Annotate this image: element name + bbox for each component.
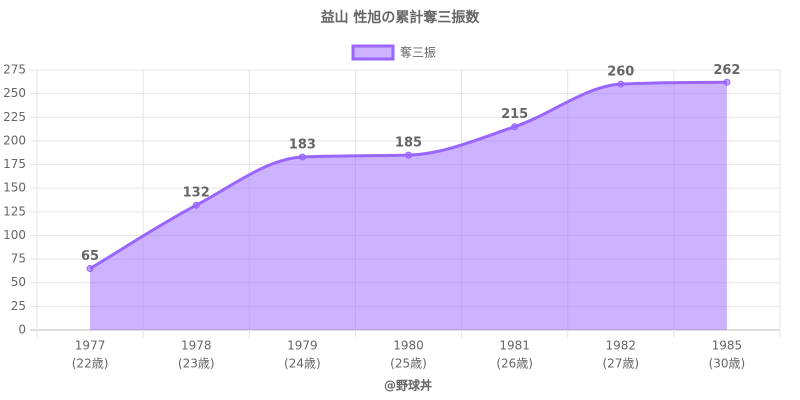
chart-title: 益山 性旭の累計奪三振数 [321, 9, 481, 26]
data-label: 260 [607, 65, 634, 80]
data-label: 215 [501, 107, 528, 122]
x-tick-label: (25歳) [390, 357, 427, 371]
data-label: 65 [81, 249, 99, 264]
data-point [86, 265, 94, 273]
y-tick-label: 200 [3, 133, 26, 147]
data-label: 262 [713, 63, 740, 78]
x-tick-label: 1979 [287, 339, 318, 353]
x-tick-label: (26歳) [496, 357, 533, 371]
y-tick-label: 175 [3, 157, 26, 171]
y-tick-label: 50 [11, 275, 26, 289]
data-point [723, 78, 731, 86]
x-tick-label: 1985 [712, 339, 743, 353]
y-tick-label: 275 [3, 63, 26, 77]
y-tick-label: 225 [3, 110, 26, 124]
x-tick-label: (22歳) [72, 357, 109, 371]
data-point [511, 123, 519, 131]
area-fill [90, 82, 727, 330]
y-tick-label: 0 [18, 323, 26, 337]
data-point [298, 153, 306, 161]
x-tick-label: 1981 [499, 339, 530, 353]
y-tick-label: 150 [3, 181, 26, 195]
x-tick-label: 1977 [75, 339, 106, 353]
legend-swatch [351, 44, 395, 61]
data-label: 183 [289, 137, 316, 152]
x-tick-label: (24歳) [284, 357, 321, 371]
data-point [617, 80, 625, 88]
x-tick-label: 1980 [393, 339, 424, 353]
data-label: 132 [183, 186, 210, 201]
data-label: 185 [395, 136, 422, 151]
x-tick-label: 1978 [181, 339, 212, 353]
data-point [192, 201, 200, 209]
x-tick-label: (27歳) [602, 357, 639, 371]
y-tick-label: 125 [3, 204, 26, 218]
y-tick-label: 75 [11, 252, 26, 266]
y-tick-label: 25 [11, 299, 26, 313]
data-point [405, 151, 412, 159]
x-tick-label: (30歳) [709, 357, 746, 371]
x-tick-label: 1982 [606, 339, 637, 353]
legend-label: 奪三振 [400, 45, 436, 60]
y-tick-label: 250 [3, 86, 26, 100]
y-tick-label: 100 [3, 228, 26, 242]
x-axis-label: @野球丼 [384, 378, 432, 393]
x-tick-label: (23歳) [178, 357, 215, 371]
